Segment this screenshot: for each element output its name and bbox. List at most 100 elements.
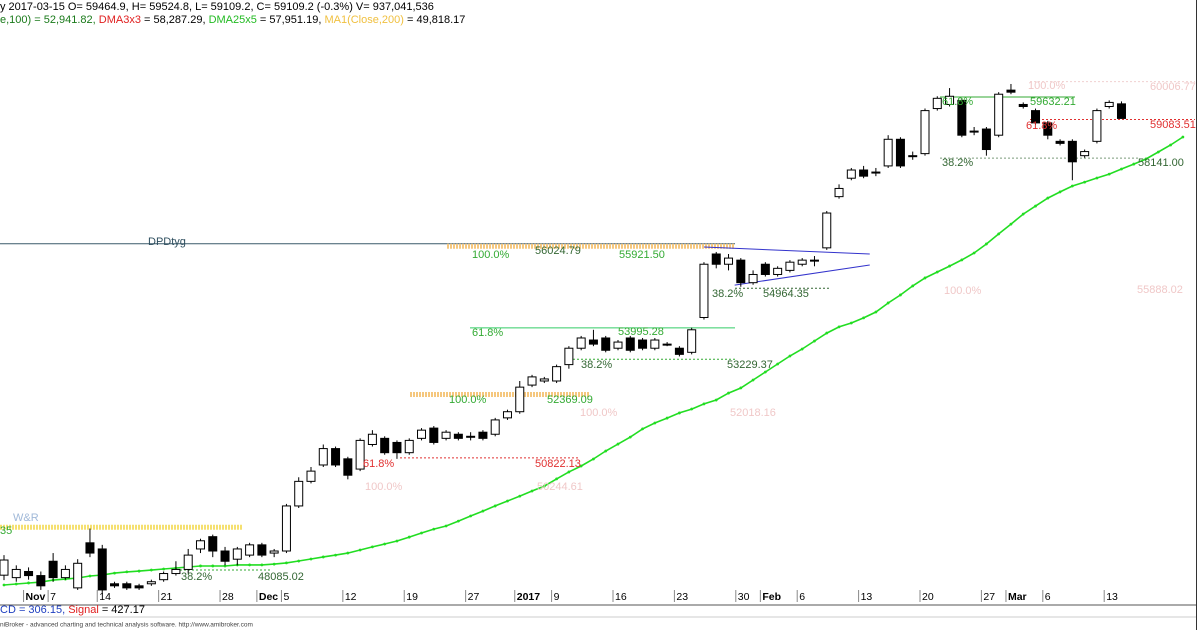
candle-body [908, 155, 918, 158]
candle-body [625, 337, 635, 351]
x-tick-label: 16 [615, 591, 627, 603]
ma-point [1144, 157, 1148, 161]
x-tick-label: 6 [1045, 591, 1051, 603]
candle-body [711, 253, 721, 265]
candle-body [392, 441, 402, 454]
ma-point [2, 583, 6, 587]
candle-body [576, 337, 586, 349]
ma-point [641, 427, 644, 431]
candle-body [220, 550, 230, 562]
ma-point [530, 489, 534, 493]
ma-point [862, 316, 865, 320]
annotation: 48085.02 [258, 571, 304, 583]
header-line-2-segment: = 49,818.17 [404, 14, 465, 26]
candle-body [0, 559, 9, 576]
annotation: 100.0% [580, 407, 618, 419]
ma-point [248, 563, 252, 567]
candle-body [453, 433, 463, 439]
candle-body [724, 257, 734, 265]
ma-point [886, 301, 890, 305]
ma-point [407, 535, 411, 539]
ma-point [616, 442, 620, 446]
ma-point [542, 484, 546, 488]
ma-point [874, 310, 878, 314]
ma-point [395, 539, 399, 543]
annotation: DPDtyg [148, 236, 186, 248]
annotation: 52018.16 [730, 407, 776, 419]
ma-point [567, 470, 571, 474]
candle-body [871, 171, 881, 174]
annotation: W&R [13, 512, 39, 524]
candle-body [429, 427, 439, 443]
annotation: 50244.61 [537, 481, 583, 493]
header-line-2-segment: DMA25x5 [209, 14, 257, 26]
candle-body [36, 575, 46, 587]
candle-body [122, 583, 132, 589]
candle-body [306, 470, 316, 482]
ma-point [223, 564, 227, 568]
ma-point [1156, 150, 1160, 154]
x-tick-label: 21 [161, 591, 173, 603]
ma-point [506, 499, 509, 503]
header-line-2-segment: = 58,287.29, [141, 14, 209, 26]
candle-body [404, 439, 414, 454]
ma-point [579, 464, 583, 468]
candle-body [245, 544, 255, 556]
candle-body [110, 583, 120, 587]
header-line-2: e,100) = 52,941.82, DMA3x3 = 58,287.29, … [0, 14, 465, 26]
candle-body [809, 259, 819, 262]
x-tick-label: 5 [283, 591, 289, 603]
annotation: 100.0% [449, 394, 487, 406]
indicator-legend-segment: = 427.17 [99, 604, 145, 616]
candle-body [380, 437, 390, 454]
candle-body [527, 376, 537, 386]
candle-body [822, 212, 832, 249]
candle-body [638, 339, 648, 349]
candle-body [417, 429, 427, 439]
ma-point [555, 477, 558, 481]
candle-body [1043, 122, 1053, 136]
annotation: 55921.50 [619, 249, 665, 261]
ma-point [14, 582, 18, 586]
header-line-2-segment: e,100) = 52,941.82, [0, 14, 99, 26]
annotation: 52369.09 [547, 394, 593, 406]
x-tick-label: Mar [1008, 591, 1027, 603]
x-tick-label: 12 [345, 591, 357, 603]
ma-point [763, 370, 767, 374]
ma-point [456, 519, 460, 523]
indicator-legend-segment: Signal [68, 604, 99, 616]
ma-point [334, 553, 337, 557]
ma-point [948, 264, 951, 268]
x-tick-label: 19 [406, 591, 418, 603]
candle-body [552, 366, 562, 382]
annotation: 61.8% [1026, 120, 1057, 132]
ma-point [776, 362, 780, 366]
ma-point [739, 386, 743, 390]
ma-point [371, 545, 374, 549]
candle-body [257, 544, 267, 556]
indicator-legend-segment: CD = 306.15, [0, 604, 68, 616]
ma-point [1120, 167, 1123, 171]
ma-point [432, 527, 436, 531]
candle-body [48, 560, 58, 579]
ma-point [27, 581, 30, 585]
annotation: 54964.35 [763, 288, 809, 300]
ma-point [383, 542, 387, 546]
annotation: 38.2% [181, 571, 212, 583]
annotation: 61.8% [363, 458, 394, 470]
annotation: 60006.77 [1150, 81, 1196, 93]
candle-body [85, 542, 95, 554]
candle-body [564, 347, 574, 366]
ma-point [1132, 162, 1136, 166]
candle-body [269, 550, 279, 554]
indicator-legend: CD = 306.15, Signal = 427.17 [0, 604, 145, 616]
candle-body [773, 267, 783, 275]
candle-body [367, 433, 377, 445]
x-tick-label: 7 [50, 591, 56, 603]
candle-body [134, 585, 144, 589]
ma-point [714, 398, 718, 402]
ma-point [260, 563, 264, 567]
ma-point [665, 416, 669, 420]
